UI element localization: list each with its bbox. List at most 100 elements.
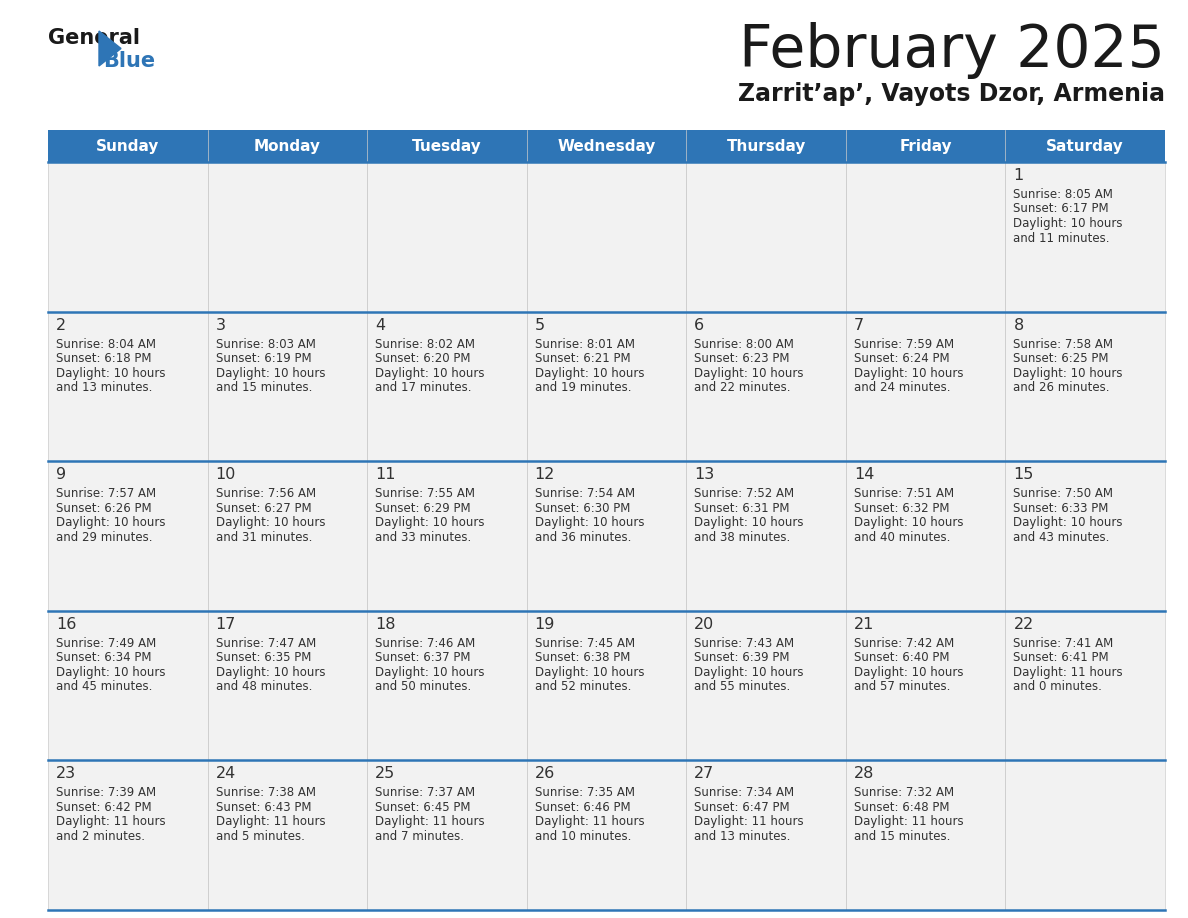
Text: and 15 minutes.: and 15 minutes. [854, 830, 950, 843]
Text: and 52 minutes.: and 52 minutes. [535, 680, 631, 693]
Text: and 7 minutes.: and 7 minutes. [375, 830, 465, 843]
Text: Daylight: 11 hours: Daylight: 11 hours [535, 815, 644, 828]
Text: Daylight: 10 hours: Daylight: 10 hours [215, 666, 326, 678]
Text: Sunrise: 7:55 AM: Sunrise: 7:55 AM [375, 487, 475, 500]
Text: Daylight: 10 hours: Daylight: 10 hours [375, 516, 485, 529]
Text: Daylight: 10 hours: Daylight: 10 hours [1013, 217, 1123, 230]
Text: Sunset: 6:48 PM: Sunset: 6:48 PM [854, 800, 949, 814]
Text: Daylight: 11 hours: Daylight: 11 hours [1013, 666, 1123, 678]
Bar [208, 610, 367, 760]
Bar [846, 130, 1005, 162]
Bar [526, 610, 687, 760]
Text: 22: 22 [1013, 617, 1034, 632]
Text: Sunrise: 8:00 AM: Sunrise: 8:00 AM [694, 338, 794, 351]
Bar [48, 760, 208, 910]
Text: and 43 minutes.: and 43 minutes. [1013, 531, 1110, 543]
Text: Sunrise: 8:01 AM: Sunrise: 8:01 AM [535, 338, 634, 351]
Text: and 57 minutes.: and 57 minutes. [854, 680, 950, 693]
Text: 25: 25 [375, 767, 396, 781]
Text: and 17 minutes.: and 17 minutes. [375, 381, 472, 394]
Bar [1005, 760, 1165, 910]
Bar [367, 610, 526, 760]
Text: Sunrise: 8:03 AM: Sunrise: 8:03 AM [215, 338, 316, 351]
Bar [367, 311, 526, 461]
Text: 8: 8 [1013, 318, 1024, 332]
Text: Daylight: 11 hours: Daylight: 11 hours [694, 815, 804, 828]
Text: Tuesday: Tuesday [412, 139, 482, 153]
Text: 23: 23 [56, 767, 76, 781]
Text: and 48 minutes.: and 48 minutes. [215, 680, 312, 693]
Text: 11: 11 [375, 467, 396, 482]
Text: and 36 minutes.: and 36 minutes. [535, 531, 631, 543]
Text: and 26 minutes.: and 26 minutes. [1013, 381, 1110, 394]
Text: Sunset: 6:43 PM: Sunset: 6:43 PM [215, 800, 311, 814]
Text: Sunset: 6:21 PM: Sunset: 6:21 PM [535, 353, 631, 365]
Bar [1005, 610, 1165, 760]
Bar [48, 461, 208, 610]
Text: 10: 10 [215, 467, 236, 482]
Bar [367, 461, 526, 610]
Text: 17: 17 [215, 617, 236, 632]
Text: Sunrise: 7:54 AM: Sunrise: 7:54 AM [535, 487, 634, 500]
Text: Sunset: 6:23 PM: Sunset: 6:23 PM [694, 353, 790, 365]
Text: 28: 28 [854, 767, 874, 781]
Text: Sunset: 6:25 PM: Sunset: 6:25 PM [1013, 353, 1108, 365]
Bar [367, 760, 526, 910]
Text: Wednesday: Wednesday [557, 139, 656, 153]
Bar [208, 311, 367, 461]
Text: Sunset: 6:33 PM: Sunset: 6:33 PM [1013, 502, 1108, 515]
Text: 13: 13 [694, 467, 714, 482]
Text: 9: 9 [56, 467, 67, 482]
Text: Sunset: 6:20 PM: Sunset: 6:20 PM [375, 353, 470, 365]
Bar [1005, 130, 1165, 162]
Text: 27: 27 [694, 767, 714, 781]
Text: Sunrise: 7:51 AM: Sunrise: 7:51 AM [854, 487, 954, 500]
Text: 18: 18 [375, 617, 396, 632]
Text: and 33 minutes.: and 33 minutes. [375, 531, 472, 543]
Text: Sunrise: 7:46 AM: Sunrise: 7:46 AM [375, 637, 475, 650]
Text: Daylight: 10 hours: Daylight: 10 hours [854, 516, 963, 529]
Text: 21: 21 [854, 617, 874, 632]
Text: 14: 14 [854, 467, 874, 482]
Text: Sunset: 6:47 PM: Sunset: 6:47 PM [694, 800, 790, 814]
Bar [846, 461, 1005, 610]
Text: Daylight: 10 hours: Daylight: 10 hours [375, 366, 485, 380]
Text: Daylight: 10 hours: Daylight: 10 hours [1013, 366, 1123, 380]
Text: 16: 16 [56, 617, 76, 632]
Text: and 50 minutes.: and 50 minutes. [375, 680, 472, 693]
Text: Sunset: 6:42 PM: Sunset: 6:42 PM [56, 800, 152, 814]
Text: Sunrise: 7:42 AM: Sunrise: 7:42 AM [854, 637, 954, 650]
Text: 15: 15 [1013, 467, 1034, 482]
Bar [526, 162, 687, 311]
Text: Sunset: 6:17 PM: Sunset: 6:17 PM [1013, 203, 1110, 216]
Text: Sunday: Sunday [96, 139, 159, 153]
Text: Sunrise: 7:39 AM: Sunrise: 7:39 AM [56, 787, 156, 800]
Text: 6: 6 [694, 318, 704, 332]
Text: Sunrise: 7:50 AM: Sunrise: 7:50 AM [1013, 487, 1113, 500]
Text: 12: 12 [535, 467, 555, 482]
Text: 1: 1 [1013, 168, 1024, 183]
Bar [687, 760, 846, 910]
Text: Daylight: 10 hours: Daylight: 10 hours [215, 366, 326, 380]
Text: Sunrise: 7:45 AM: Sunrise: 7:45 AM [535, 637, 634, 650]
Text: Daylight: 10 hours: Daylight: 10 hours [854, 666, 963, 678]
Text: and 24 minutes.: and 24 minutes. [854, 381, 950, 394]
Text: and 15 minutes.: and 15 minutes. [215, 381, 312, 394]
Text: Daylight: 10 hours: Daylight: 10 hours [694, 516, 804, 529]
Text: and 11 minutes.: and 11 minutes. [1013, 231, 1110, 244]
Text: Sunset: 6:18 PM: Sunset: 6:18 PM [56, 353, 152, 365]
Text: Sunrise: 7:49 AM: Sunrise: 7:49 AM [56, 637, 157, 650]
Text: Sunset: 6:24 PM: Sunset: 6:24 PM [854, 353, 949, 365]
Text: Daylight: 10 hours: Daylight: 10 hours [535, 516, 644, 529]
Text: Daylight: 10 hours: Daylight: 10 hours [694, 366, 804, 380]
Text: Sunrise: 7:38 AM: Sunrise: 7:38 AM [215, 787, 316, 800]
Bar [367, 162, 526, 311]
Bar [687, 610, 846, 760]
Bar [687, 461, 846, 610]
Text: and 5 minutes.: and 5 minutes. [215, 830, 304, 843]
Text: Sunrise: 8:05 AM: Sunrise: 8:05 AM [1013, 188, 1113, 201]
Text: and 40 minutes.: and 40 minutes. [854, 531, 950, 543]
Polygon shape [99, 31, 121, 66]
Text: Saturday: Saturday [1047, 139, 1124, 153]
Text: Sunrise: 7:47 AM: Sunrise: 7:47 AM [215, 637, 316, 650]
